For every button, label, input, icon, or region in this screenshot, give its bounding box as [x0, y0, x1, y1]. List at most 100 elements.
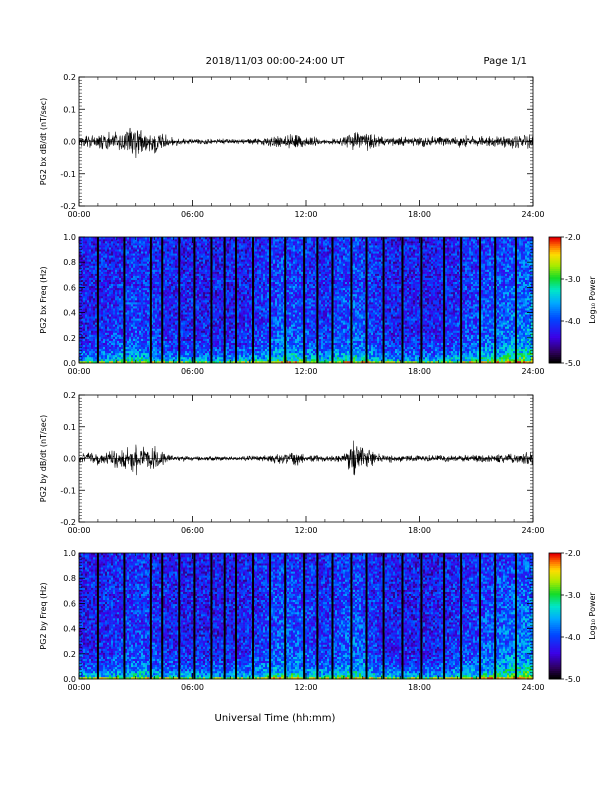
spectrogram-cell	[83, 298, 85, 300]
spectrogram-cell	[99, 355, 101, 357]
spectrogram-cell	[103, 337, 105, 339]
spectrogram-cell	[83, 265, 85, 267]
spectrogram-cell	[127, 292, 129, 294]
spectrogram-cell	[101, 300, 103, 302]
spectrogram-cell	[119, 347, 121, 349]
spectrogram-cell	[101, 339, 103, 341]
spectrogram-cell	[99, 324, 101, 326]
spectrogram-cell	[105, 322, 107, 324]
spectrogram-cell	[107, 312, 109, 314]
spectrogram-cell	[115, 241, 117, 243]
spectrogram-cell	[93, 306, 95, 308]
spectrogram-cell	[89, 270, 91, 272]
spectrogram-cell	[87, 347, 89, 349]
spectrogram-cell	[99, 351, 101, 353]
spectrogram-cell	[87, 326, 89, 328]
spectrogram-cell	[89, 276, 91, 278]
spectrogram-cell	[115, 308, 117, 310]
spectrogram-cell	[91, 296, 93, 298]
spectrogram-cell	[105, 341, 107, 343]
spectrogram-cell	[107, 290, 109, 292]
spectrogram-cell	[91, 286, 93, 288]
spectrogram-cell	[83, 290, 85, 292]
spectrogram-cell	[85, 357, 87, 359]
spectrogram-cell	[99, 276, 101, 278]
spectrogram-cell	[103, 272, 105, 274]
spectrogram-cell	[91, 292, 93, 294]
spectrogram-cell	[109, 267, 111, 269]
spectrogram-cell	[103, 324, 105, 326]
spectrogram-cell	[89, 316, 91, 318]
spectrogram-cell	[83, 343, 85, 345]
spectrogram-cell	[105, 302, 107, 304]
spectrogram-cell	[87, 276, 89, 278]
spectrogram-cell	[99, 298, 101, 300]
spectrogram-cell	[99, 337, 101, 339]
spectrogram-cell	[93, 284, 95, 286]
spectrogram-cell	[103, 296, 105, 298]
spectrogram-cell	[113, 253, 115, 255]
spectrogram-cell	[81, 324, 83, 326]
spectrogram-cell	[91, 347, 93, 349]
spectrogram-cell	[113, 294, 115, 296]
spectrogram-cell	[121, 314, 123, 316]
spectrogram-cell	[121, 263, 123, 265]
spectrogram-cell	[99, 353, 101, 355]
spectrogram-cell	[105, 267, 107, 269]
spectrogram-cell	[115, 292, 117, 294]
spectrogram-cell	[111, 353, 113, 355]
spectrogram-cell	[93, 270, 95, 272]
spectrogram-cell	[115, 306, 117, 308]
spectrogram-cell	[93, 316, 95, 318]
spectrogram-cell	[99, 328, 101, 330]
spectrogram-cell	[85, 359, 87, 361]
spectrogram-cell	[105, 243, 107, 245]
spectrogram-cell	[91, 257, 93, 259]
spectrogram-cell	[109, 335, 111, 337]
spectrogram-cell	[115, 259, 117, 261]
spectrogram-cell	[87, 243, 89, 245]
spectrogram-cell	[107, 349, 109, 351]
spectrogram-cell	[117, 294, 119, 296]
spectrogram-cell	[111, 306, 113, 308]
spectrogram-cell	[91, 308, 93, 310]
spectrogram-cell	[101, 251, 103, 253]
spectrogram-cell	[111, 347, 113, 349]
spectrogram-cell	[101, 359, 103, 361]
spectrogram-cell	[93, 322, 95, 324]
spectrogram-cell	[117, 320, 119, 322]
spectrogram-cell	[105, 294, 107, 296]
spectrogram-cell	[81, 304, 83, 306]
spectrogram-cell	[107, 324, 109, 326]
spectrogram-cell	[109, 306, 111, 308]
spectrogram-cell	[103, 253, 105, 255]
spectrogram-cell	[85, 282, 87, 284]
spectrogram-cell	[93, 257, 95, 259]
spectrogram-cell	[109, 282, 111, 284]
spectrogram-cell	[105, 270, 107, 272]
spectrogram-cell	[113, 265, 115, 267]
spectrogram-cell	[85, 335, 87, 337]
spectrogram-cell	[121, 328, 123, 330]
spectrogram-cell	[127, 302, 129, 304]
spectrogram-cell	[87, 300, 89, 302]
spectrogram-cell	[107, 322, 109, 324]
spectrogram-cell	[119, 351, 121, 353]
spectrogram-cell	[85, 296, 87, 298]
spectrogram-cell	[107, 270, 109, 272]
spectrogram-cell	[93, 312, 95, 314]
spectrogram-cell	[121, 251, 123, 253]
spectrogram-cell	[105, 314, 107, 316]
spectrogram-cell	[103, 343, 105, 345]
spectrogram-cell	[85, 255, 87, 257]
spectrogram-cell	[99, 308, 101, 310]
spectrogram-cell	[105, 333, 107, 335]
spectrogram-cell	[101, 349, 103, 351]
spectrogram-cell	[117, 292, 119, 294]
spectrogram-cell	[121, 333, 123, 335]
spectrogram-cell	[85, 355, 87, 357]
spectrogram-cell	[89, 330, 91, 332]
spectrogram-cell	[111, 284, 113, 286]
spectrogram-cell	[115, 247, 117, 249]
spectrogram-cell	[111, 314, 113, 316]
